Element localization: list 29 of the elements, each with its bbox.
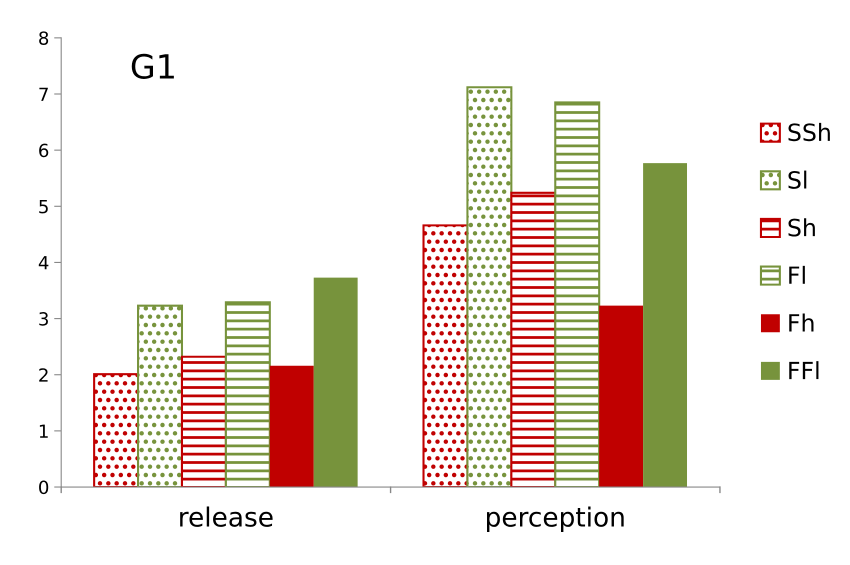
- bar: [314, 278, 358, 488]
- y-tick-label: 7: [39, 88, 48, 101]
- bar: [643, 163, 688, 488]
- x-tick-label: release: [180, 506, 273, 527]
- bar: [510, 192, 556, 488]
- legend-label: Fl: [789, 266, 805, 284]
- legend-label: Sl: [788, 170, 806, 189]
- y-tick-label: 1: [40, 424, 48, 438]
- y-tick-label: 4: [38, 256, 48, 270]
- bar: [137, 304, 184, 488]
- bar: [466, 86, 512, 488]
- legend-label: Fh: [789, 314, 814, 332]
- bar: [180, 356, 227, 488]
- bar: [599, 306, 644, 488]
- y-tick-label: 2: [39, 368, 48, 382]
- y-tick-label: 5: [39, 200, 48, 214]
- y-tick-label: 6: [39, 144, 48, 158]
- bar: [554, 101, 600, 488]
- y-tick-label: 8: [39, 31, 48, 45]
- legend-label: SSh: [788, 122, 830, 142]
- bar: [224, 301, 271, 488]
- legend-label: FFl: [789, 361, 818, 380]
- x-tick-label: perception: [487, 506, 624, 532]
- legend-label: Sh: [788, 218, 815, 236]
- y-tick-label: 0: [39, 480, 48, 494]
- bar: [270, 366, 314, 488]
- y-tick-label: 3: [39, 312, 48, 326]
- bar: [422, 224, 468, 488]
- chart-title: G1: [132, 54, 174, 79]
